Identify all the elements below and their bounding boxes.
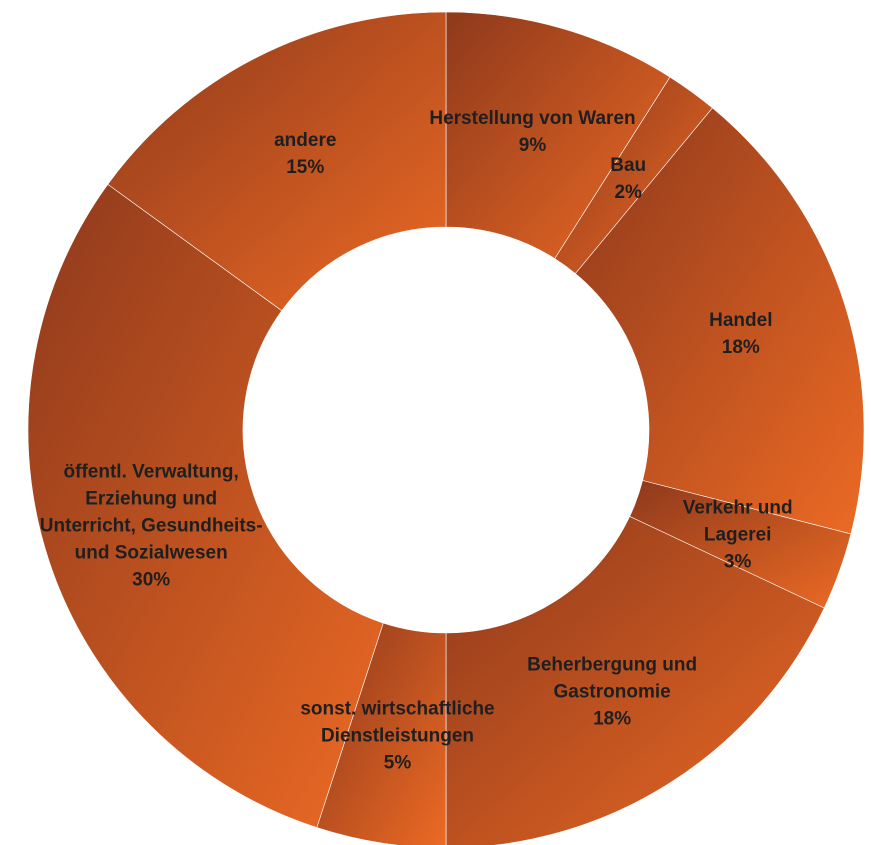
value-label: 15% — [286, 156, 325, 178]
value-label: 30% — [132, 569, 171, 591]
value-label: 18% — [721, 337, 760, 359]
slice-label: Bau 2% — [610, 152, 646, 206]
value-label: 3% — [723, 551, 752, 573]
value-label: 2% — [614, 182, 642, 204]
value-label: 5% — [383, 752, 412, 774]
category-label: andere — [274, 129, 337, 151]
category-label: Bau — [610, 155, 647, 177]
donut-slice — [574, 107, 865, 535]
donut-slice — [27, 183, 384, 828]
category-label: öffentl. Verwaltung, Erziehung und Unter… — [39, 461, 263, 564]
slice-label: Verkehr und Lagerei 3% — [671, 495, 804, 576]
slice-label: Handel 18% — [709, 307, 772, 361]
donut-slice — [445, 516, 825, 845]
donut-slice — [107, 11, 447, 312]
category-label: sonst. wirtschaftliche Dienstleistungen — [300, 698, 495, 747]
value-label: 18% — [593, 708, 632, 730]
slice-label: öffentl. Verwaltung, Erziehung und Unter… — [40, 458, 263, 593]
slice-label: Herstellung von Waren 9% — [429, 105, 635, 159]
category-label: Verkehr und Lagerei — [682, 497, 793, 546]
value-label: 9% — [518, 135, 547, 157]
slice-label: sonst. wirtschaftliche Dienstleistungen 5… — [300, 696, 494, 777]
category-label: Herstellung von Waren — [429, 108, 636, 130]
slice-label: Beherbergung und Gastronomie 18% — [527, 651, 697, 732]
slice-label: andere 15% — [274, 127, 336, 181]
category-label: Handel — [709, 310, 773, 332]
category-label: Beherbergung und Gastronomie — [527, 654, 698, 703]
